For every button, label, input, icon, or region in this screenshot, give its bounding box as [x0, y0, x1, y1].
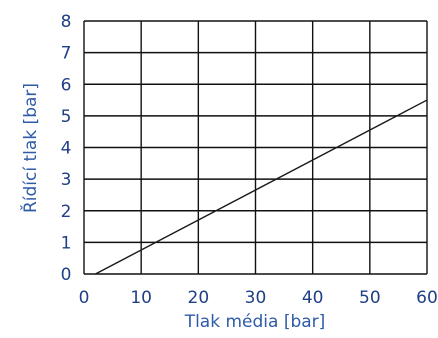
x-tick-label: 50 [359, 288, 381, 308]
grid [83, 20, 428, 275]
x-tick-label: 20 [188, 288, 210, 308]
x-tick-label: 30 [245, 288, 267, 308]
y-tick-labels: 0 1 2 3 4 5 6 7 8 [61, 12, 72, 285]
x-axis-label: Tlak média [bar] [184, 312, 326, 332]
x-tick-label: 0 [79, 288, 90, 308]
x-tick-label: 40 [302, 288, 324, 308]
y-tick-label: 4 [61, 139, 72, 159]
x-tick-label: 10 [130, 288, 152, 308]
y-tick-label: 3 [61, 170, 72, 190]
y-tick-label: 7 [61, 44, 72, 64]
x-tick-label: 60 [416, 288, 438, 308]
x-tick-labels: 0 10 20 30 40 50 60 [79, 288, 438, 308]
y-tick-label: 6 [61, 75, 72, 95]
y-tick-label: 5 [61, 107, 72, 127]
y-tick-label: 0 [61, 265, 72, 285]
y-axis-label: Řídící tlak [bar] [19, 83, 41, 213]
y-tick-label: 8 [61, 12, 72, 32]
series-line [95, 99, 428, 275]
y-tick-label: 1 [61, 233, 72, 253]
y-tick-label: 2 [61, 202, 72, 222]
series-layer [95, 99, 428, 275]
